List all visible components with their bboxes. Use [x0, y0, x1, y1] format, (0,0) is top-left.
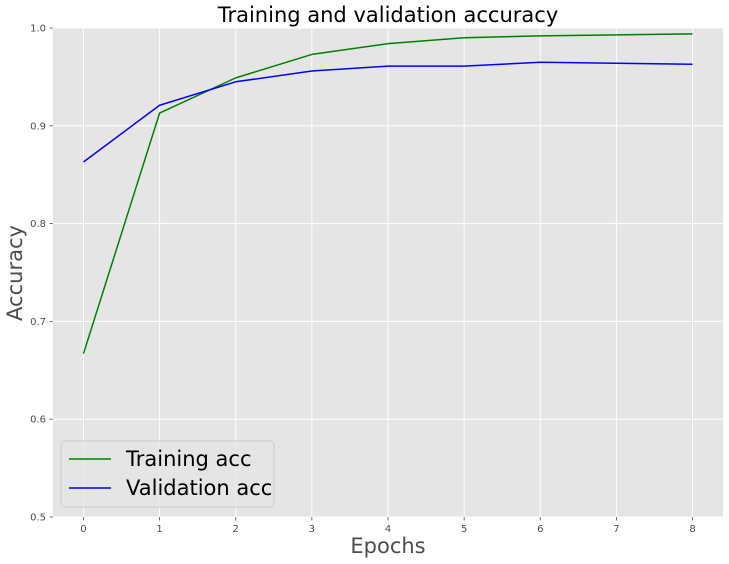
y-tick-label: 0.5 [30, 513, 46, 524]
grid-lines [53, 27, 723, 518]
x-axis-label: Epochs [350, 534, 425, 558]
y-tick-label: 1.0 [30, 24, 46, 35]
legend: Training acc Validation acc [60, 440, 275, 508]
x-tick-label: 5 [461, 524, 467, 535]
legend-label-validation: Validation acc [126, 476, 272, 500]
x-tick-label: 4 [385, 524, 391, 535]
series-line-validation-acc [83, 61, 693, 163]
y-tick-label: 0.8 [30, 219, 46, 230]
x-tick-label: 1 [156, 524, 162, 535]
chart-title: Training and validation accuracy [217, 3, 559, 27]
x-tick-label: 3 [309, 524, 315, 535]
x-tick-label: 6 [537, 524, 543, 535]
series-lines [82, 33, 693, 354]
legend-box [60, 440, 275, 508]
y-tick-label: 0.6 [30, 415, 46, 426]
y-tick-label: 0.7 [30, 317, 46, 328]
y-axis-ticks: 0.5 0.6 0.7 0.8 0.9 1.0 [30, 24, 53, 524]
series-line-training-acc [82, 33, 693, 354]
legend-label-training: Training acc [125, 447, 252, 471]
y-axis-label: Accuracy [3, 225, 27, 321]
x-tick-label: 8 [689, 524, 695, 535]
y-tick-label: 0.9 [30, 121, 46, 132]
x-tick-label: 7 [613, 524, 619, 535]
x-axis-ticks: 0 1 2 3 4 5 6 7 8 [80, 517, 696, 535]
x-tick-label: 2 [233, 524, 239, 535]
x-tick-label: 0 [80, 524, 86, 535]
